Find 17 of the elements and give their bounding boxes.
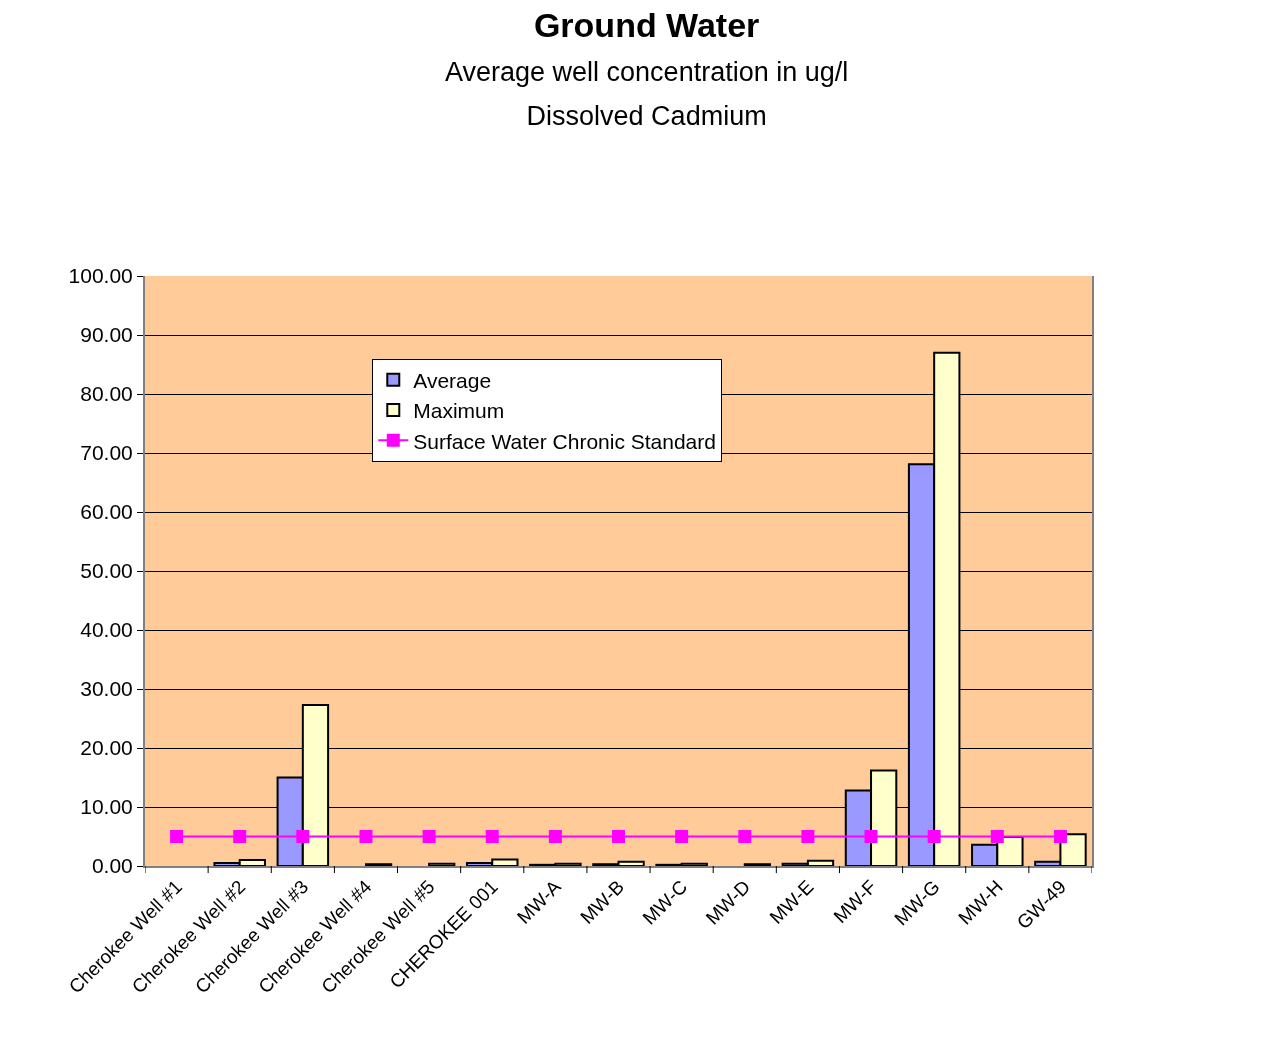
y-tick-label: 30.00 [80, 677, 133, 701]
y-tick-label: 50.00 [80, 559, 133, 583]
legend-label: Average [413, 368, 492, 392]
legend-label: Maximum [413, 399, 505, 423]
y-tick-label: 90.00 [80, 323, 133, 347]
y-tick-label: 40.00 [80, 618, 133, 642]
y-tick-label: 100.00 [68, 264, 133, 288]
y-tick-label: 70.00 [80, 441, 133, 465]
y-tick-label: 0.00 [91, 854, 133, 878]
legend-label: Surface Water Chronic Standard [413, 429, 716, 453]
chart-title: Ground Water [533, 5, 760, 44]
y-tick-label: 20.00 [80, 736, 133, 760]
y-tick-label: 80.00 [80, 382, 133, 406]
chart-subtitle: Average well concentration in ug/l Dissolved Cadmium [445, 56, 849, 131]
y-tick-label: 60.00 [80, 500, 133, 524]
y-tick-label: 10.00 [80, 795, 133, 819]
bar [428, 862, 456, 866]
